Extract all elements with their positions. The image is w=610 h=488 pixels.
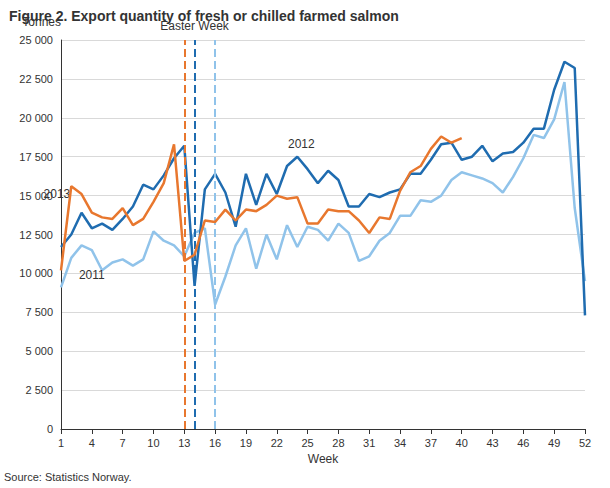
svg-text:52: 52 [579,437,591,449]
svg-text:4: 4 [89,437,95,449]
svg-text:Week: Week [308,452,339,466]
svg-text:25 000: 25 000 [19,34,53,46]
svg-text:Source: Statistics Norway.: Source: Statistics Norway. [4,471,132,483]
svg-text:7 500: 7 500 [25,306,53,318]
svg-text:40: 40 [456,437,468,449]
svg-text:28: 28 [332,437,344,449]
svg-text:31: 31 [363,437,375,449]
svg-text:25: 25 [301,437,313,449]
svg-text:Easter Week: Easter Week [160,19,229,33]
svg-text:49: 49 [548,437,560,449]
svg-text:Figure 2. Export quantity of f: Figure 2. Export quantity of fresh or ch… [9,8,399,24]
svg-text:7: 7 [120,437,126,449]
svg-text:37: 37 [425,437,437,449]
svg-text:20 000: 20 000 [19,112,53,124]
svg-text:17 500: 17 500 [19,151,53,163]
svg-text:46: 46 [517,437,529,449]
svg-text:16: 16 [209,437,221,449]
svg-text:1: 1 [58,437,64,449]
svg-text:19: 19 [240,437,252,449]
svg-text:43: 43 [486,437,498,449]
svg-text:34: 34 [394,437,406,449]
svg-text:2013: 2013 [44,187,71,201]
svg-text:2011: 2011 [79,268,105,282]
svg-text:13: 13 [178,437,190,449]
svg-text:10 000: 10 000 [19,267,53,279]
svg-text:22: 22 [271,437,283,449]
svg-text:2012: 2012 [288,137,315,151]
svg-text:15 000: 15 000 [19,189,53,202]
svg-text:10: 10 [147,437,159,449]
svg-text:2 500: 2 500 [25,384,53,396]
svg-text:12 500: 12 500 [19,229,53,241]
svg-text:22 500: 22 500 [19,73,53,85]
svg-text:0: 0 [47,423,53,435]
svg-text:5 000: 5 000 [25,345,53,357]
